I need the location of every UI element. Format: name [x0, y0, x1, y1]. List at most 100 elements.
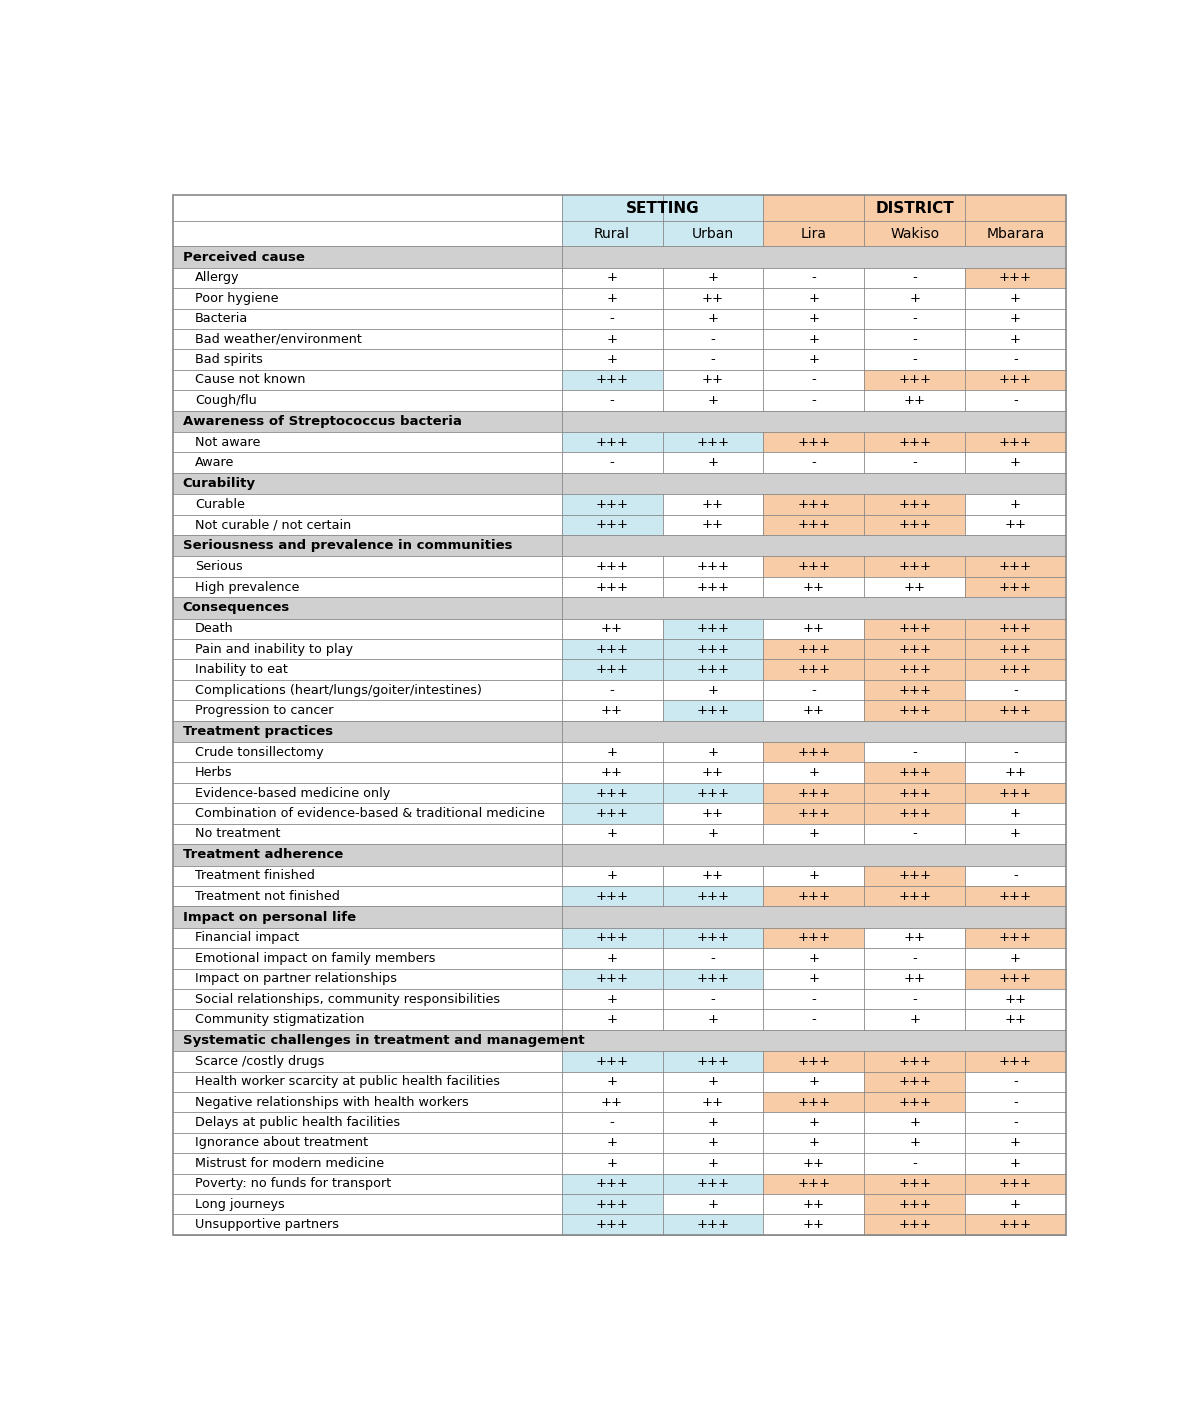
Text: DISTRICT: DISTRICT — [875, 201, 954, 216]
Text: -: - — [912, 1157, 917, 1170]
Bar — [763, 638, 864, 659]
Text: +: + — [1010, 828, 1021, 840]
Text: +: + — [606, 354, 618, 366]
Bar — [173, 1215, 1066, 1235]
Text: Awareness of Streptococcus bacteria: Awareness of Streptococcus bacteria — [182, 415, 462, 428]
Bar — [864, 783, 965, 804]
Text: -: - — [811, 394, 816, 407]
Text: ++: ++ — [702, 1096, 724, 1108]
Text: Mbarara: Mbarara — [986, 226, 1045, 240]
Text: -: - — [1013, 683, 1018, 696]
Text: +++: +++ — [899, 807, 931, 819]
Text: -: - — [912, 333, 917, 345]
Text: +++: +++ — [1000, 373, 1032, 386]
Text: +: + — [606, 828, 618, 840]
Text: ++: ++ — [803, 581, 824, 593]
Bar — [965, 1051, 1066, 1072]
Text: +: + — [606, 746, 618, 759]
Bar — [173, 288, 1066, 309]
Text: +: + — [809, 972, 820, 985]
Text: Urban: Urban — [692, 226, 734, 240]
Text: +++: +++ — [899, 498, 931, 511]
Text: -: - — [811, 993, 816, 1006]
Text: Serious: Serious — [194, 560, 242, 574]
Text: Treatment not finished: Treatment not finished — [194, 890, 340, 902]
Text: SETTING: SETTING — [625, 201, 700, 216]
Text: +++: +++ — [899, 870, 931, 882]
Text: -: - — [710, 993, 715, 1006]
Text: ++: ++ — [702, 807, 724, 819]
Bar — [173, 247, 1066, 268]
Text: +++: +++ — [696, 932, 730, 944]
Bar — [965, 783, 1066, 804]
Bar — [662, 1215, 763, 1235]
Bar — [173, 742, 1066, 762]
Text: +++: +++ — [696, 581, 730, 593]
Text: +++: +++ — [899, 1198, 931, 1211]
Text: ++: ++ — [702, 373, 724, 386]
Bar — [173, 885, 1066, 906]
Text: Herbs: Herbs — [194, 766, 233, 779]
Bar — [173, 659, 1066, 680]
Bar — [562, 370, 662, 390]
Text: +++: +++ — [595, 581, 629, 593]
Bar — [173, 473, 1066, 494]
Bar — [173, 370, 1066, 390]
Text: +: + — [606, 1157, 618, 1170]
Text: ++: ++ — [601, 1096, 623, 1108]
Bar — [173, 927, 1066, 948]
Bar — [173, 328, 1066, 349]
Text: Cough/flu: Cough/flu — [194, 394, 257, 407]
Bar — [763, 494, 864, 515]
Bar — [662, 968, 763, 989]
Text: +: + — [708, 683, 719, 696]
Text: ++: ++ — [803, 623, 824, 636]
Text: -: - — [912, 746, 917, 759]
Bar — [562, 968, 662, 989]
Text: ++: ++ — [803, 1157, 824, 1170]
Bar — [763, 742, 864, 762]
Bar — [864, 1173, 965, 1194]
Text: +++: +++ — [595, 890, 629, 902]
Bar — [173, 1153, 1066, 1173]
Text: -: - — [710, 354, 715, 366]
Text: +++: +++ — [595, 1055, 629, 1068]
Text: Impact on personal life: Impact on personal life — [182, 911, 355, 923]
Bar — [173, 1030, 1066, 1051]
Text: -: - — [1013, 746, 1018, 759]
Text: +++: +++ — [797, 746, 830, 759]
Text: ++: ++ — [702, 292, 724, 304]
Text: +++: +++ — [797, 787, 830, 800]
Text: +++: +++ — [696, 787, 730, 800]
Text: +++: +++ — [899, 560, 931, 574]
Bar — [173, 390, 1066, 411]
Bar — [173, 452, 1066, 473]
Text: +++: +++ — [595, 1177, 629, 1190]
Text: +++: +++ — [899, 1218, 931, 1230]
Text: +++: +++ — [1000, 1177, 1032, 1190]
Text: ++: ++ — [1004, 993, 1027, 1006]
Text: No treatment: No treatment — [194, 828, 281, 840]
Text: +++: +++ — [797, 807, 830, 819]
Text: +++: +++ — [1000, 436, 1032, 449]
Bar — [965, 927, 1066, 948]
Bar — [173, 762, 1066, 783]
Bar — [173, 1132, 1066, 1153]
Text: +: + — [1010, 456, 1021, 469]
Text: +++: +++ — [797, 560, 830, 574]
Text: +: + — [809, 1136, 820, 1149]
Text: Treatment practices: Treatment practices — [182, 725, 332, 738]
Text: ++: ++ — [1004, 518, 1027, 532]
Text: +: + — [809, 870, 820, 882]
Text: +++: +++ — [1000, 1055, 1032, 1068]
Bar — [562, 1215, 662, 1235]
Bar — [864, 1051, 965, 1072]
Bar — [662, 1173, 763, 1194]
Text: -: - — [811, 456, 816, 469]
Text: +: + — [1010, 951, 1021, 965]
Bar — [562, 927, 662, 948]
Text: +: + — [708, 1117, 719, 1129]
Text: +: + — [606, 870, 618, 882]
Text: +++: +++ — [1000, 623, 1032, 636]
Text: +: + — [708, 746, 719, 759]
